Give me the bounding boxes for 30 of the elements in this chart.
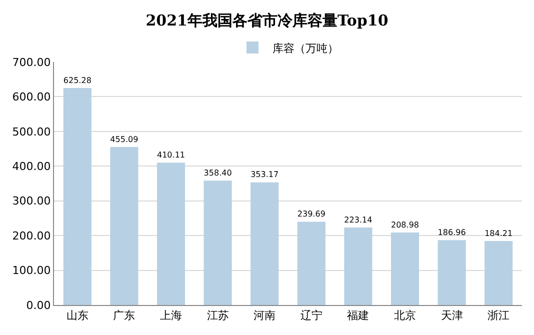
bar xyxy=(110,147,138,305)
chart-title: 2021年我国各省市冷库容量Top10 xyxy=(146,12,388,30)
bar xyxy=(63,88,92,305)
bar xyxy=(250,182,279,305)
legend-label: 库容（万吨） xyxy=(272,42,338,55)
x-tick-label: 河南 xyxy=(254,309,276,322)
x-tick-label: 山东 xyxy=(66,309,88,322)
x-tick-label: 浙江 xyxy=(488,309,510,322)
bar xyxy=(484,241,513,305)
bar xyxy=(297,222,326,305)
y-tick-label: 400.00 xyxy=(12,160,51,173)
y-tick-label: 500.00 xyxy=(12,125,51,138)
y-tick-label: 200.00 xyxy=(12,229,51,242)
x-tick-label: 广东 xyxy=(113,309,136,322)
x-tick-label: 江苏 xyxy=(206,309,229,322)
bar xyxy=(156,162,186,305)
x-tick-label: 北京 xyxy=(394,309,416,322)
bar xyxy=(390,232,420,305)
y-tick-label: 0.00 xyxy=(26,298,51,312)
x-tick-label: 辽宁 xyxy=(300,309,322,322)
y-tick-label: 600.00 xyxy=(12,90,51,104)
x-tick-label: 福建 xyxy=(347,309,370,322)
bar xyxy=(344,228,372,305)
bar xyxy=(438,240,466,305)
x-tick-label: 天津 xyxy=(440,309,463,322)
y-tick-label: 100.00 xyxy=(12,264,51,278)
x-tick-label: 上海 xyxy=(160,309,182,322)
y-tick-label: 300.00 xyxy=(12,194,51,208)
y-tick-label: 700.00 xyxy=(12,56,51,69)
bar xyxy=(204,180,232,305)
